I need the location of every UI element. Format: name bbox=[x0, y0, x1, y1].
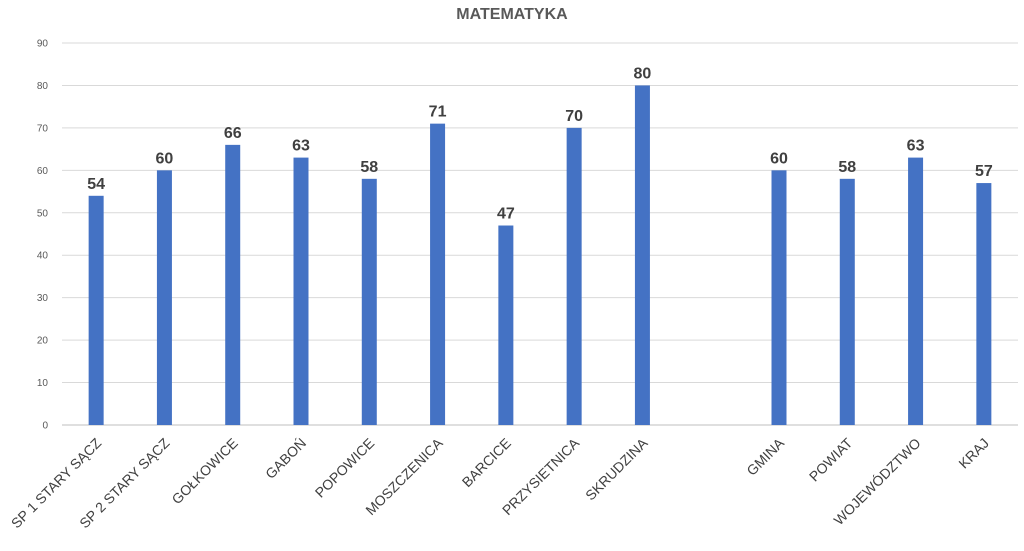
data-label: 57 bbox=[975, 163, 993, 180]
data-label: 47 bbox=[497, 206, 515, 223]
bar bbox=[498, 225, 514, 425]
x-tick-label: POWIAT bbox=[806, 434, 856, 484]
bars bbox=[88, 85, 992, 426]
chart-title: MATEMATYKA bbox=[456, 6, 568, 23]
data-label: 71 bbox=[429, 104, 447, 121]
bar bbox=[430, 123, 446, 426]
bar bbox=[293, 157, 309, 425]
data-label: 60 bbox=[156, 150, 174, 167]
y-tick-label: 80 bbox=[37, 81, 49, 92]
data-label: 58 bbox=[838, 159, 856, 176]
gridlines bbox=[62, 42, 1018, 426]
bar bbox=[771, 170, 787, 425]
y-tick-label: 20 bbox=[37, 336, 49, 347]
data-labels: 54 60 66 63 58 71 47 70 80 60 58 63 57 bbox=[87, 65, 993, 222]
y-tick-label: 60 bbox=[37, 166, 49, 177]
y-tick-label: 30 bbox=[37, 293, 49, 304]
x-tick-label: POPOWICE bbox=[312, 435, 378, 501]
bar bbox=[88, 195, 104, 425]
y-tick-label: 10 bbox=[37, 378, 49, 389]
y-tick-label: 40 bbox=[37, 251, 49, 262]
data-label: 63 bbox=[292, 138, 310, 155]
y-tick-label: 70 bbox=[37, 123, 49, 134]
bar bbox=[361, 178, 377, 425]
data-label: 63 bbox=[907, 138, 925, 155]
data-label: 54 bbox=[87, 176, 105, 193]
x-tick-label: KRAJ bbox=[955, 435, 992, 472]
bar bbox=[908, 157, 924, 425]
x-tick-label: GABOŃ bbox=[262, 435, 309, 482]
bar bbox=[976, 183, 992, 425]
bar bbox=[156, 170, 172, 425]
x-tick-label: GOŁKOWICE bbox=[168, 435, 240, 507]
y-tick-label: 90 bbox=[37, 39, 49, 50]
data-label: 80 bbox=[634, 65, 652, 82]
bar bbox=[839, 178, 855, 425]
x-tick-label: SKRUDZINA bbox=[582, 434, 651, 503]
x-tick-label: BARCICE bbox=[459, 435, 514, 490]
y-axis-ticks: 0 10 20 30 40 50 60 70 80 90 bbox=[37, 39, 49, 432]
bar bbox=[225, 144, 241, 425]
bar bbox=[566, 127, 582, 425]
data-label: 58 bbox=[360, 159, 378, 176]
bar bbox=[634, 85, 650, 425]
data-label: 60 bbox=[770, 150, 788, 167]
x-tick-label: GMINA bbox=[743, 434, 787, 478]
y-tick-label: 50 bbox=[37, 208, 49, 219]
y-tick-label: 0 bbox=[42, 421, 48, 432]
data-label: 66 bbox=[224, 125, 242, 142]
data-label: 70 bbox=[565, 108, 583, 125]
